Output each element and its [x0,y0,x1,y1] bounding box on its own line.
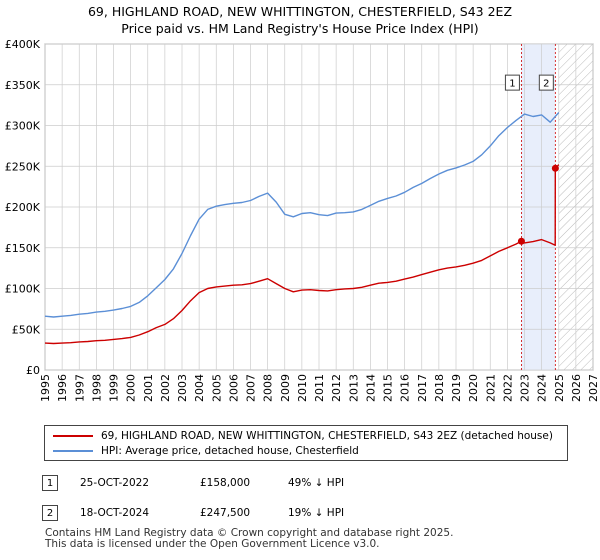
x-tick-label: 1997 [73,374,86,402]
x-tick-label: 1998 [90,374,103,402]
y-tick-label: £300K [5,120,41,133]
x-tick-label: 2026 [570,374,583,402]
transaction-marker: 1 [42,475,58,491]
chart-title-line1: 69, HIGHLAND ROAD, NEW WHITTINGTON, CHES… [87,4,513,19]
transaction-hpi-diff: 49% ↓ HPI [288,477,345,489]
legend-label-property: 69, HIGHLAND ROAD, NEW WHITTINGTON, CHES… [101,430,553,442]
annotation-box [504,74,520,91]
transaction-price: £247,500 [200,507,251,519]
legend-item-property: 69, HIGHLAND ROAD, NEW WHITTINGTON, CHES… [53,429,553,443]
x-tick-label: 2004 [193,374,206,402]
x-tick-label: 2006 [227,374,240,402]
x-tick-label: 2008 [262,374,275,402]
x-tick-label: 2020 [467,374,480,402]
y-tick-label: £250K [5,160,41,173]
x-tick-label: 2000 [125,374,138,402]
y-tick-label: £0 [26,364,40,377]
x-tick-label: 2017 [416,374,429,402]
price-chart: £0 £50K £100K £150K £200K £250K £300K £350K £400… [5,38,600,402]
y-tick-label: £150K [5,242,41,255]
transaction-point [517,237,525,245]
x-tick-label: 2007 [245,374,258,402]
legend-swatch-hpi [53,450,93,452]
x-tick-label: 2022 [501,374,514,402]
x-tick-label: 2009 [279,374,292,402]
x-tick-label: 1995 [39,374,52,402]
x-tick-label: 2023 [519,374,532,402]
x-tick-label: 2003 [176,374,189,402]
x-tick-label: 2012 [330,374,343,402]
x-tick-label: 2010 [296,374,309,402]
transaction-hpi-diff: 19% ↓ HPI [288,507,345,519]
transaction-date: 25-OCT-2022 [80,477,149,489]
x-tick-label: 2001 [142,374,155,402]
x-tick-label: 2005 [210,374,223,402]
x-tick-label: 2021 [484,374,497,402]
transaction-row: 1 25-OCT-2022 £158,000 49% ↓ HPI [42,474,388,492]
legend-label-hpi: HPI: Average price, detached house, Ches… [101,445,359,457]
y-tick-label: £50K [12,323,41,336]
transaction-price: £158,000 [200,477,251,489]
footer-license: This data is licensed under the Open Gov… [45,538,380,550]
x-tick-label: 2024 [536,374,549,402]
x-tick-label: 2018 [433,374,446,402]
transaction-date: 18-OCT-2024 [80,507,149,519]
x-tick-label: 2011 [313,374,326,402]
x-tick-label: 1999 [108,374,121,402]
legend-item-hpi: HPI: Average price, detached house, Ches… [53,444,359,458]
footer-copyright: Contains HM Land Registry data © Crown c… [45,527,454,539]
y-tick-label: £200K [5,201,41,214]
chart-title-line2: Price paid vs. HM Land Registry's House … [121,21,479,36]
transaction-marker: 2 [42,505,58,521]
x-tick-label: 1996 [56,374,69,402]
footer: Contains HM Land Registry data © Crown c… [45,528,453,550]
x-tick-label: 2002 [159,374,172,402]
transaction-row: 2 18-OCT-2024 £247,500 19% ↓ HPI [42,504,388,522]
y-tick-label: £350K [5,79,41,92]
x-tick-label: 2027 [587,374,600,402]
annotation-label: 2 [543,79,549,90]
legend-swatch-property [53,435,93,437]
x-tick-label: 2016 [399,374,412,402]
x-tick-label: 2015 [382,374,395,402]
x-tick-label: 2014 [364,374,377,402]
x-tick-label: 2013 [347,374,360,402]
transaction-point [551,164,559,172]
annotation-box [538,74,554,91]
legend: 69, HIGHLAND ROAD, NEW WHITTINGTON, CHES… [44,425,568,461]
x-tick-label: 2025 [553,374,566,402]
series-line [44,164,560,345]
series-line [44,112,560,318]
annotation-label: 1 [509,79,515,90]
y-tick-label: £100K [5,283,41,296]
y-tick-label: £400K [5,38,41,51]
x-tick-label: 2019 [450,374,463,402]
